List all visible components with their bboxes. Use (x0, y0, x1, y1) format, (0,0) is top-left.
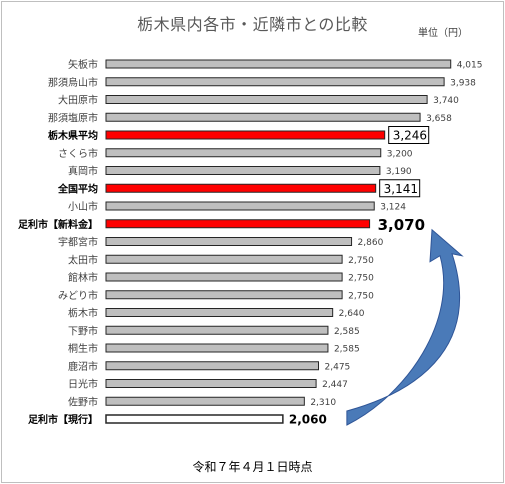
category-label: 太田市 (68, 253, 98, 266)
value-label: 2,475 (325, 362, 351, 372)
category-label: 矢板市 (68, 58, 98, 71)
category-label: 宇都宮市 (58, 236, 98, 249)
value-label: 2,585 (334, 327, 360, 337)
bar (105, 361, 320, 371)
bar (105, 325, 329, 335)
bar (105, 183, 377, 193)
value-label: 2,060 (289, 413, 327, 427)
bar (105, 308, 334, 317)
category-label: 館林市 (68, 271, 98, 284)
value-label: 3,141 (384, 182, 418, 196)
category-label: 桐生市 (68, 342, 98, 355)
bar (105, 254, 343, 264)
value-label: 3,124 (380, 203, 406, 213)
value-label: 3,938 (450, 78, 476, 88)
category-label: 足利市【新料金】 (18, 218, 98, 231)
value-label: 3,246 (393, 129, 427, 143)
bar (105, 59, 452, 69)
category-label: 全国平均 (57, 182, 98, 195)
bar (105, 379, 317, 388)
comparison-arrow-icon (346, 228, 464, 426)
chart-title: 栃木県内各市・近隣市との比較 (137, 15, 368, 34)
bars-group: 矢板市 4,015 那須烏山市 3,938 大田原市 3,740 那須塩原市 3,658 栃木県… (18, 58, 482, 427)
value-label: 2,860 (358, 238, 384, 248)
bar (105, 290, 343, 300)
bar (105, 77, 445, 87)
value-label: 2,750 (348, 291, 374, 301)
category-label: 栃木県平均 (48, 129, 98, 142)
value-label-box (388, 126, 430, 144)
category-label: 真岡市 (68, 165, 98, 178)
category-label: 佐野市 (68, 395, 98, 408)
value-label: 3,070 (378, 216, 425, 234)
value-label-box (379, 179, 421, 198)
category-label: さくら市 (58, 147, 98, 160)
bar (105, 130, 386, 140)
category-label: 小山市 (68, 200, 98, 213)
bar (105, 95, 428, 104)
bar (105, 166, 381, 175)
category-label: 那須塩原市 (48, 111, 98, 124)
bar (105, 219, 371, 229)
category-label: みどり市 (58, 289, 98, 302)
bar (105, 343, 329, 353)
value-label: 3,190 (386, 167, 412, 177)
value-label: 2,310 (310, 398, 336, 408)
bar (105, 237, 353, 246)
value-label: 4,015 (457, 61, 483, 71)
bar (105, 148, 382, 158)
category-label: 那須烏山市 (48, 76, 98, 89)
footer-note: 令和７年４月１日時点 (192, 460, 313, 474)
category-label: 大田原市 (58, 94, 98, 107)
value-label: 2,750 (348, 256, 374, 266)
value-label: 2,640 (339, 309, 365, 319)
category-label: 鹿沼市 (68, 360, 98, 373)
value-label: 3,200 (387, 149, 413, 159)
category-label: 日光市 (68, 378, 98, 391)
bar (105, 414, 284, 424)
value-label: 2,750 (348, 274, 374, 284)
unit-label: 単位（円） (418, 28, 468, 39)
bar (105, 112, 421, 122)
value-label: 3,740 (433, 96, 459, 106)
value-label: 2,585 (334, 345, 360, 355)
bar (105, 396, 305, 406)
value-label: 2,447 (322, 380, 348, 390)
bar (105, 201, 375, 211)
bar (105, 272, 343, 282)
category-label: 足利市【現行】 (28, 413, 98, 426)
value-label: 3,658 (426, 114, 452, 124)
category-label: 下野市 (68, 324, 98, 337)
category-label: 栃木市 (68, 307, 98, 320)
